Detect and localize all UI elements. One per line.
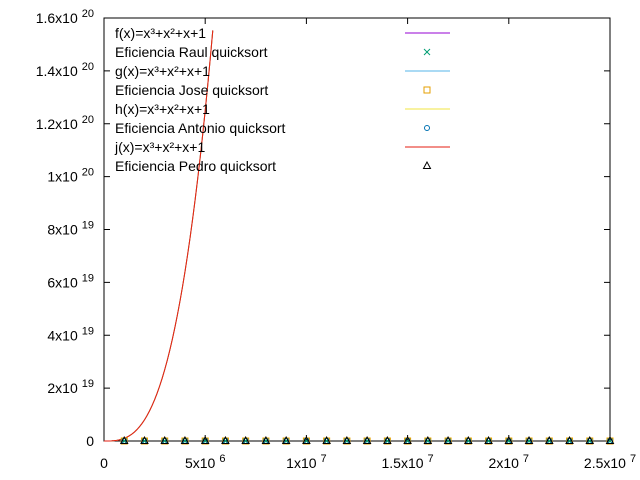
y-tick-label-exp: 19 [82,325,94,337]
x-tick-label-base: 2x10 [489,455,520,471]
y-tick-label-exp: 19 [82,378,94,390]
y-tick-label-exp: 20 [82,61,94,73]
data-point-7 [504,435,514,444]
data-point-7 [484,435,493,444]
data-point-7 [281,435,291,444]
x-tick-label-exp: 7 [428,453,434,465]
legend-label: Eficiencia Jose quicksort [115,82,268,98]
x-tick-label-exp: 7 [523,453,529,465]
data-point-7 [302,435,311,444]
data-point-7 [180,435,190,444]
data-point-7 [524,435,534,444]
data-point-7 [241,435,251,444]
y-tick-label-base: 1.4x10 [36,63,78,79]
y-tick-label-base: 1.6x10 [36,10,78,26]
x-tick-label: 2x10 7 [489,453,529,471]
x-tick-label-base: 2.5x10 [584,455,626,471]
legend-label: Eficiencia Pedro quicksort [115,158,276,174]
data-point-7 [140,435,149,444]
data-point-7 [423,435,433,444]
x-tick-label-exp: 7 [321,453,327,465]
data-point-7 [160,435,170,444]
y-tick-label: 8x10 19 [47,220,94,238]
x-tick-label-base: 5x10 [185,455,216,471]
y-tick-label-exp: 20 [82,167,94,179]
x-tick-label: 1.5x10 7 [382,453,434,471]
x-tick-label-base: 1.5x10 [382,455,424,471]
legend-label: j(x)=x³+x²+x+1 [114,139,205,155]
data-point-7 [342,435,352,444]
data-point-7 [463,435,473,444]
legend-label: g(x)=x³+x²+x+1 [115,63,210,79]
y-tick-label: 1x10 20 [47,167,94,185]
y-tick-label-base: 1.2x10 [36,116,78,132]
y-tick-label: 1.6x10 20 [36,8,94,26]
x-tick-label-base: 1x10 [286,455,317,471]
data-point-7 [383,435,392,444]
x-tick-label: 2.5x10 7 [584,453,636,471]
y-tick-label: 0 [86,433,94,449]
data-point-7 [200,435,210,444]
y-tick-label-base: 4x10 [47,327,78,343]
x-tick-label-base: 0 [100,455,108,471]
y-tick-label-base: 8x10 [47,222,78,238]
data-point-7 [605,435,615,444]
data-point-7 [119,435,129,444]
legend: f(x)=x³+x²+x+1 Eficiencia Raul quicksort g… [114,25,450,174]
x-tick-label-exp: 6 [219,453,225,465]
data-point-7 [362,435,372,444]
data-point-7 [221,435,230,444]
legend-swatch-marker [424,125,430,131]
x-tick-label-exp: 7 [630,453,636,465]
data-point-7 [585,435,595,444]
x-tick-label: 1x10 7 [286,453,326,471]
y-tick-label-base: 0 [86,433,94,449]
y-tick-label-exp: 20 [82,114,94,126]
legend-label: h(x)=x³+x²+x+1 [115,101,210,117]
y-tick-label: 2x10 19 [47,378,94,396]
x-tick-label: 5x10 6 [185,453,225,471]
y-tick-label: 4x10 19 [47,325,94,343]
data-point-7 [403,435,412,444]
data-point-7 [261,435,271,444]
y-tick-label: 1.4x10 20 [36,61,94,79]
x-tick-label: 0 [100,455,108,471]
data-point-7 [544,435,554,444]
legend-swatch-marker [423,48,431,56]
y-tick-label-base: 6x10 [47,274,78,290]
y-tick-label: 1.2x10 20 [36,114,94,132]
y-tick-label-base: 1x10 [47,169,78,185]
y-tick-label-exp: 19 [82,220,94,232]
legend-swatch-marker [423,86,431,94]
legend-label: f(x)=x³+x²+x+1 [115,25,206,41]
data-point-7 [443,435,453,444]
data-point-7 [322,435,331,444]
y-tick-label-base: 2x10 [47,380,78,396]
y-tick-label: 6x10 19 [47,272,94,290]
y-tick-label-exp: 19 [82,272,94,284]
legend-label: Eficiencia Antonio quicksort [115,120,286,136]
series-points [119,435,615,445]
legend-label: Eficiencia Raul quicksort [115,44,268,60]
data-point-7 [565,435,574,444]
y-tick-label-exp: 20 [82,8,94,20]
legend-swatch-marker [422,160,432,169]
